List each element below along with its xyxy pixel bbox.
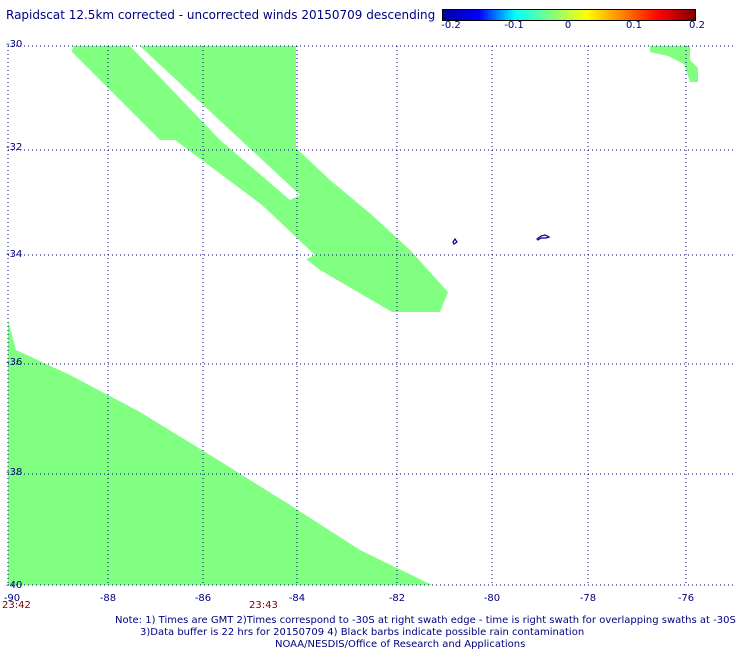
- lat-label-32: -32: [6, 142, 23, 153]
- time-label-left: 23:42: [2, 600, 31, 611]
- swath-gap-1: [130, 46, 300, 200]
- swath-gap-2: [160, 140, 315, 262]
- lon-label-76: -76: [677, 593, 695, 604]
- colorbar-tick-neg01: -0.1: [504, 20, 524, 31]
- colorbar-tick-0: 0: [564, 20, 572, 31]
- land-features: [452, 234, 551, 245]
- swath-lower-band: [8, 320, 432, 585]
- lat-label-34: -34: [6, 249, 23, 260]
- lon-label-90: -90: [3, 593, 21, 604]
- note-line-2: 3)Data buffer is 22 hrs for 20150709 4) …: [140, 627, 585, 638]
- lon-label-88: -88: [99, 593, 117, 604]
- time-label-middle: 23:43: [249, 600, 278, 611]
- swath-upper-band: [72, 46, 448, 312]
- lon-label-86: -86: [194, 593, 212, 604]
- plot-title: Rapidscat 12.5km corrected - uncorrected…: [6, 8, 436, 22]
- island-a: [452, 237, 458, 245]
- lat-label-36: -36: [6, 357, 23, 368]
- lon-label-78: -78: [579, 593, 597, 604]
- island-b: [536, 234, 551, 241]
- lat-label-30: -30: [6, 39, 23, 50]
- colorbar-tick-neg02: -0.2: [441, 20, 461, 31]
- lat-label-40: -40: [6, 580, 23, 591]
- note-line-1: Note: 1) Times are GMT 2)Times correspon…: [115, 615, 736, 626]
- swath-layer: [8, 46, 698, 585]
- lon-label-82: -82: [388, 593, 406, 604]
- lon-label-80: -80: [483, 593, 501, 604]
- colorbar-tick-02: 0.2: [689, 20, 705, 31]
- lon-label-84: -84: [288, 593, 306, 604]
- colorbar-tick-01: 0.1: [626, 20, 642, 31]
- note-line-3: NOAA/NESDIS/Office of Research and Appli…: [275, 639, 526, 650]
- colorbar: [442, 9, 696, 21]
- lat-label-38: -38: [6, 467, 23, 478]
